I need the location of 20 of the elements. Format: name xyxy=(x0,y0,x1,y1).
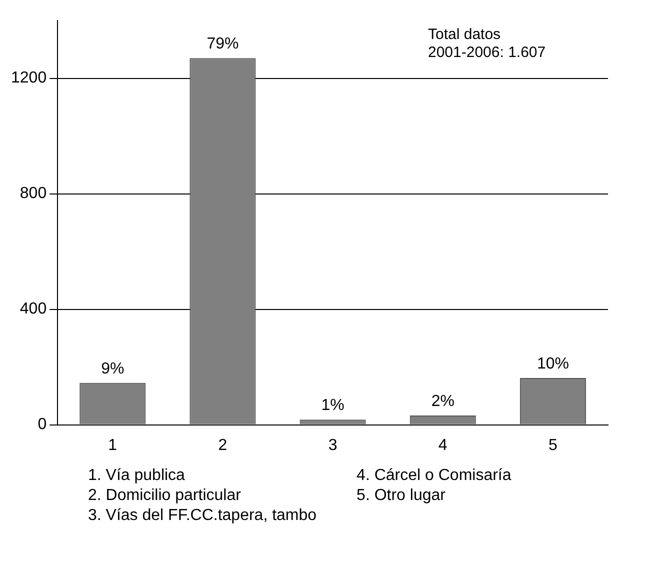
annotation: 2% xyxy=(431,392,454,410)
x-tick-label: 3 xyxy=(328,436,338,454)
annotation: 9% xyxy=(101,360,124,378)
text: 5. Otro lugar xyxy=(356,486,446,506)
annotation: 1% xyxy=(321,397,344,414)
text: 2. Domicilio particular xyxy=(88,486,242,506)
y-tick-label: 400 xyxy=(20,300,47,318)
text: 1. Vía publica xyxy=(88,466,186,486)
y-tick-label: 0 xyxy=(38,416,47,434)
y-tick-label: 800 xyxy=(20,185,47,202)
text: 4. Cárcel o Comisaría xyxy=(356,466,512,486)
x-tick-label: 2 xyxy=(218,436,228,454)
annotation: 79% xyxy=(206,36,239,53)
y-tick-label: 1200 xyxy=(11,70,47,87)
text: 3. Vías del FF.CC.tapera, tambo xyxy=(88,506,317,526)
x-tick-label: 1 xyxy=(108,436,118,454)
annotation: 10% xyxy=(536,355,569,372)
annotation: Total datos 2001-2006: 1.607 xyxy=(428,26,546,62)
x-tick-label: 4 xyxy=(438,436,448,454)
x-tick-label: 5 xyxy=(548,436,558,454)
